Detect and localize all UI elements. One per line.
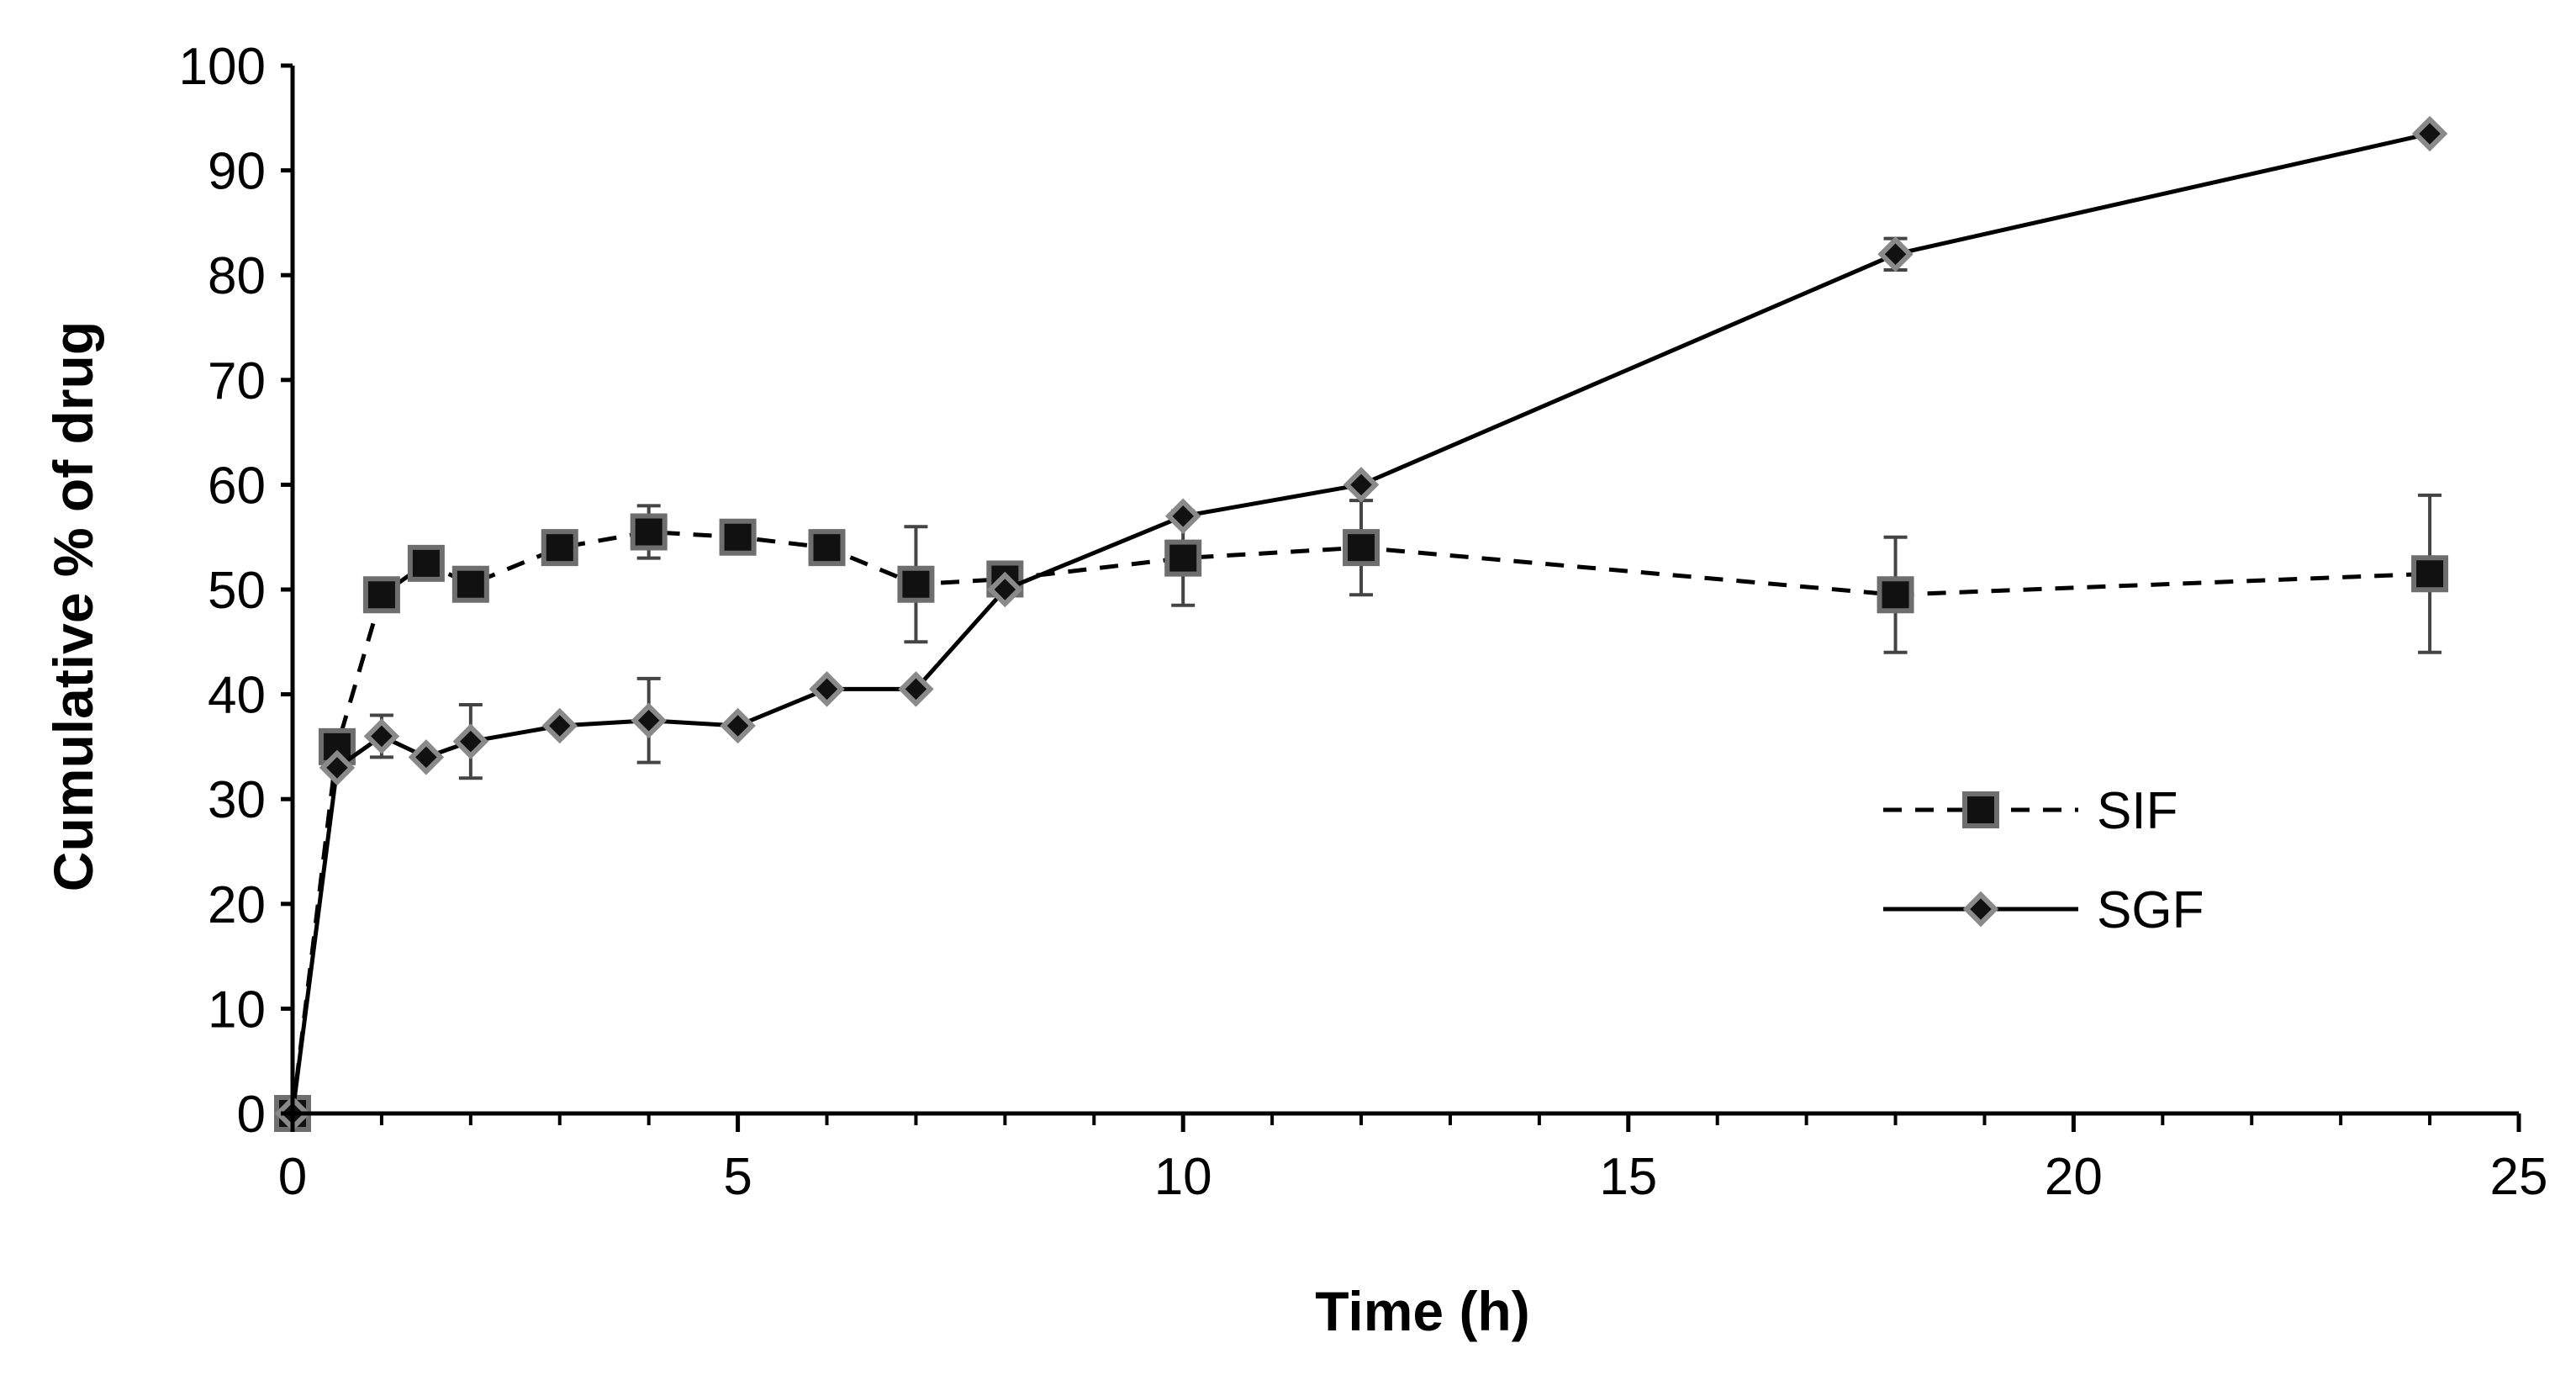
x-tick-label: 5 — [723, 1148, 752, 1206]
y-tick-label: 100 — [179, 38, 266, 96]
y-axis-title: Cumulative % of drug — [42, 321, 104, 891]
data-point-sgf — [319, 749, 356, 786]
data-point-sif — [808, 529, 846, 567]
legend-marker — [1962, 791, 1999, 828]
data-point-sgf — [898, 671, 934, 707]
data-point-sgf — [2411, 115, 2448, 152]
legend-label: SIF — [2097, 782, 2177, 840]
data-point-sgf — [987, 571, 1023, 608]
y-tick-label: 0 — [237, 1086, 266, 1144]
legend-item-sgf: SGF — [1883, 881, 2204, 939]
y-tick-label: 90 — [208, 143, 266, 201]
y-tick-label: 80 — [208, 247, 266, 305]
data-point-sif — [719, 518, 757, 556]
data-point-sif — [1164, 539, 1202, 577]
legend: SIF SGF — [1883, 782, 2204, 939]
data-point-sgf — [631, 702, 667, 738]
data-point-sif — [2411, 555, 2449, 593]
data-point-sif — [318, 727, 356, 765]
legend-marker — [1962, 891, 1999, 928]
data-point-sif — [451, 565, 489, 603]
y-tick-label: 50 — [208, 562, 266, 620]
y-tick-label: 20 — [208, 876, 266, 934]
series-line-sgf — [290, 131, 2431, 1114]
data-point-sgf — [1164, 498, 1201, 535]
data-point-sgf — [720, 707, 756, 744]
data-point-sgf — [541, 707, 578, 744]
data-point-sif — [1877, 576, 1914, 614]
y-tick-label: 10 — [208, 981, 266, 1039]
data-point-sgf — [452, 723, 489, 759]
x-tick-label: 25 — [2490, 1148, 2548, 1206]
data-point-sif — [897, 565, 935, 603]
data-point-sif — [362, 576, 400, 614]
y-tick-label: 70 — [208, 352, 266, 410]
axes: 0 10 20 30 40 50 60 70 80 90 100 0 5 10 15 20 25 — [179, 38, 2548, 1206]
x-tick-label: 20 — [2045, 1148, 2103, 1206]
data-point-sif — [630, 513, 668, 551]
data-point-sif — [407, 544, 445, 582]
data-point-sgf — [1877, 236, 1914, 272]
data-point-sgf — [1343, 467, 1380, 503]
x-tick-label: 15 — [1599, 1148, 1657, 1206]
series-sgf — [274, 115, 2448, 1132]
data-point-sgf — [363, 718, 400, 754]
data-point-sgf — [809, 671, 845, 707]
data-point-sif — [541, 529, 578, 567]
x-tick-label: 0 — [278, 1148, 307, 1206]
legend-label: SGF — [2097, 881, 2204, 939]
data-point-sif — [1343, 529, 1380, 567]
x-tick-label: 10 — [1154, 1148, 1212, 1206]
x-axis-title: Time (h) — [1315, 1280, 1529, 1342]
y-tick-label: 40 — [208, 667, 266, 725]
plot-area — [274, 115, 2449, 1132]
data-point-sgf — [408, 739, 445, 775]
y-tick-label: 60 — [208, 457, 266, 515]
y-tick-label: 30 — [208, 771, 266, 829]
legend-item-sif: SIF — [1883, 782, 2177, 840]
